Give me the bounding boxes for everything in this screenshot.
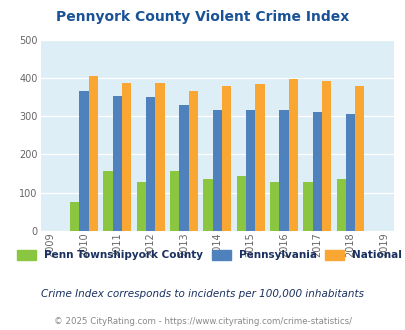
Bar	[236, 176, 245, 231]
Bar	[122, 83, 131, 231]
Bar	[245, 111, 255, 231]
Bar	[112, 96, 122, 231]
Legend: Penn Townshipyork County, Pennsylvania, National: Penn Townshipyork County, Pennsylvania, …	[17, 250, 401, 260]
Bar	[269, 182, 279, 231]
Bar	[312, 112, 321, 231]
Bar	[103, 171, 112, 231]
Bar	[203, 179, 212, 231]
Bar	[179, 106, 188, 231]
Text: © 2025 CityRating.com - https://www.cityrating.com/crime-statistics/: © 2025 CityRating.com - https://www.city…	[54, 317, 351, 326]
Bar	[345, 114, 354, 231]
Bar	[136, 182, 145, 231]
Bar	[79, 91, 88, 231]
Bar	[169, 171, 179, 231]
Bar	[288, 79, 297, 231]
Bar	[303, 182, 312, 231]
Bar	[155, 83, 164, 231]
Bar	[336, 179, 345, 231]
Bar	[145, 97, 155, 231]
Bar	[188, 90, 197, 231]
Bar	[279, 111, 288, 231]
Text: Crime Index corresponds to incidents per 100,000 inhabitants: Crime Index corresponds to incidents per…	[41, 289, 364, 299]
Bar	[221, 86, 230, 231]
Text: Pennyork County Violent Crime Index: Pennyork County Violent Crime Index	[56, 10, 349, 24]
Bar	[255, 84, 264, 231]
Bar	[354, 86, 364, 231]
Bar	[70, 202, 79, 231]
Bar	[212, 111, 221, 231]
Bar	[88, 76, 98, 231]
Bar	[321, 81, 330, 231]
